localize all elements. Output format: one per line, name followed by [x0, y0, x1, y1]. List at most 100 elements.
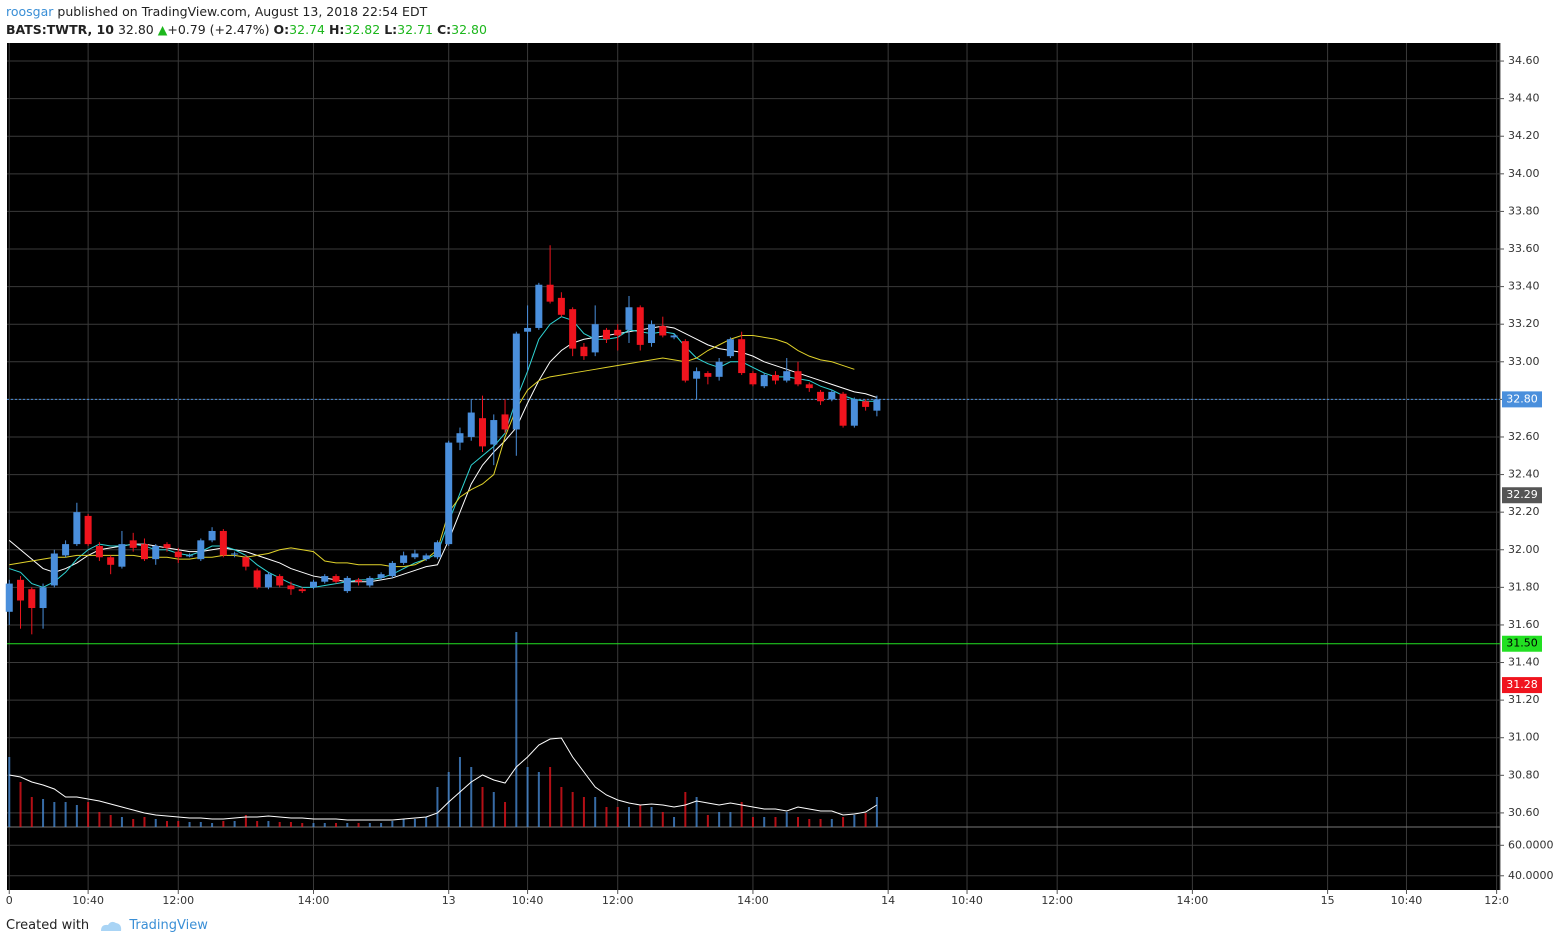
candle-body — [321, 576, 329, 582]
candle-body — [287, 585, 295, 590]
candle-body — [264, 574, 272, 588]
volume-bar — [492, 792, 495, 827]
volume-bar — [30, 797, 33, 827]
candle-body — [681, 341, 689, 381]
volume-bar — [774, 817, 777, 827]
candle-body — [490, 420, 498, 445]
y-tick-label: 31.80 — [1508, 580, 1540, 593]
candle-body — [107, 557, 115, 565]
candle-body — [445, 442, 453, 545]
volume-bar — [537, 772, 540, 827]
candle-body — [17, 579, 25, 601]
price-badge — [1502, 391, 1542, 408]
volume-tick-label: 60.0000 — [1508, 838, 1554, 851]
volume-bar — [571, 792, 574, 827]
volume-bar — [19, 782, 22, 827]
volume-bar — [120, 817, 123, 827]
author[interactable]: roosgar — [6, 4, 54, 19]
candle-body — [73, 512, 81, 545]
volume-bar — [301, 823, 304, 827]
x-tick-label: 10:40 — [512, 894, 544, 907]
volume-bar — [391, 821, 394, 827]
x-tick-label: 0 — [6, 894, 13, 907]
plot-background — [7, 43, 1500, 890]
y-tick-label: 33.20 — [1508, 317, 1540, 330]
y-tick-label: 32.40 — [1508, 468, 1540, 481]
x-tick-label: 14 — [881, 894, 895, 907]
candle-body — [276, 576, 284, 586]
candle-body — [760, 374, 768, 387]
candle-body — [738, 339, 746, 374]
candle-body — [546, 284, 554, 302]
volume-bar — [64, 802, 67, 827]
candle-body — [140, 544, 148, 560]
candle-body — [309, 581, 317, 588]
candle-body — [388, 562, 396, 577]
candle-body — [659, 326, 667, 336]
candle-body — [411, 553, 419, 558]
volume-bar — [109, 815, 112, 827]
volume-bar — [368, 823, 371, 827]
x-tick-label: 10:40 — [1391, 894, 1423, 907]
volume-bar — [627, 807, 630, 827]
quote-line: BATS:TWTR, 10 32.80 ▲+0.79 (+2.47%) O:32… — [6, 21, 487, 39]
candle-body — [873, 399, 881, 411]
volume-bar — [706, 815, 709, 827]
ohlc-label: O: — [273, 22, 290, 37]
volume-bar — [853, 815, 856, 827]
candle-body — [50, 553, 58, 586]
ma-line — [9, 334, 855, 568]
x-tick-label: 13 — [442, 894, 456, 907]
volume-bar — [797, 817, 800, 827]
ohlc-value: 32.80 — [451, 22, 487, 37]
volume-bar — [222, 821, 225, 827]
candle-body — [366, 577, 374, 586]
x-tick-label: 14:00 — [1177, 894, 1209, 907]
volume-bar — [267, 821, 270, 827]
x-tick-label: 10:40 — [951, 894, 983, 907]
ohlc-label: C: — [436, 22, 452, 37]
y-tick-label: 34.60 — [1508, 54, 1540, 67]
volume-bar — [684, 792, 687, 827]
volume-bar — [357, 823, 360, 827]
price-badge — [1502, 487, 1542, 504]
candle-body — [84, 515, 92, 545]
y-tick-label: 34.00 — [1508, 167, 1540, 180]
candle-body — [186, 555, 194, 557]
x-tick-label: 15 — [1321, 894, 1335, 907]
candle-body — [771, 374, 779, 381]
last: 32.80 — [117, 22, 154, 37]
candle-body — [693, 371, 701, 379]
y-tick-label: 30.80 — [1508, 768, 1540, 781]
y-tick-label: 34.40 — [1508, 92, 1540, 105]
volume-bar — [729, 812, 732, 827]
x-tick-label: 14:00 — [737, 894, 769, 907]
candle-body — [95, 545, 103, 558]
y-tick-label: 33.00 — [1508, 355, 1540, 368]
volume-bar — [740, 802, 743, 827]
volume-bar — [605, 807, 608, 827]
x-tick-label: 10:40 — [72, 894, 104, 907]
candle-body — [862, 401, 870, 407]
volume-bar — [785, 812, 788, 827]
volume-bar — [549, 767, 552, 827]
volume-bar — [143, 817, 146, 827]
candle-body — [152, 545, 160, 560]
candle-body — [850, 399, 858, 426]
y-tick-label: 30.60 — [1508, 806, 1540, 819]
brand[interactable]: TradingView — [129, 918, 208, 933]
y-tick-label: 33.80 — [1508, 204, 1540, 217]
candle-body — [715, 361, 723, 377]
volume-bar — [504, 802, 507, 827]
volume-bar — [875, 797, 878, 827]
candle-body — [794, 371, 802, 385]
candle-body — [174, 551, 182, 558]
candle-body — [422, 555, 430, 560]
volume-bar — [188, 822, 191, 827]
candle-body — [208, 530, 216, 541]
volume-bar — [154, 819, 157, 827]
volume-bar — [515, 632, 518, 827]
y-tick-label: 31.40 — [1508, 656, 1540, 669]
candle-body — [569, 309, 577, 349]
